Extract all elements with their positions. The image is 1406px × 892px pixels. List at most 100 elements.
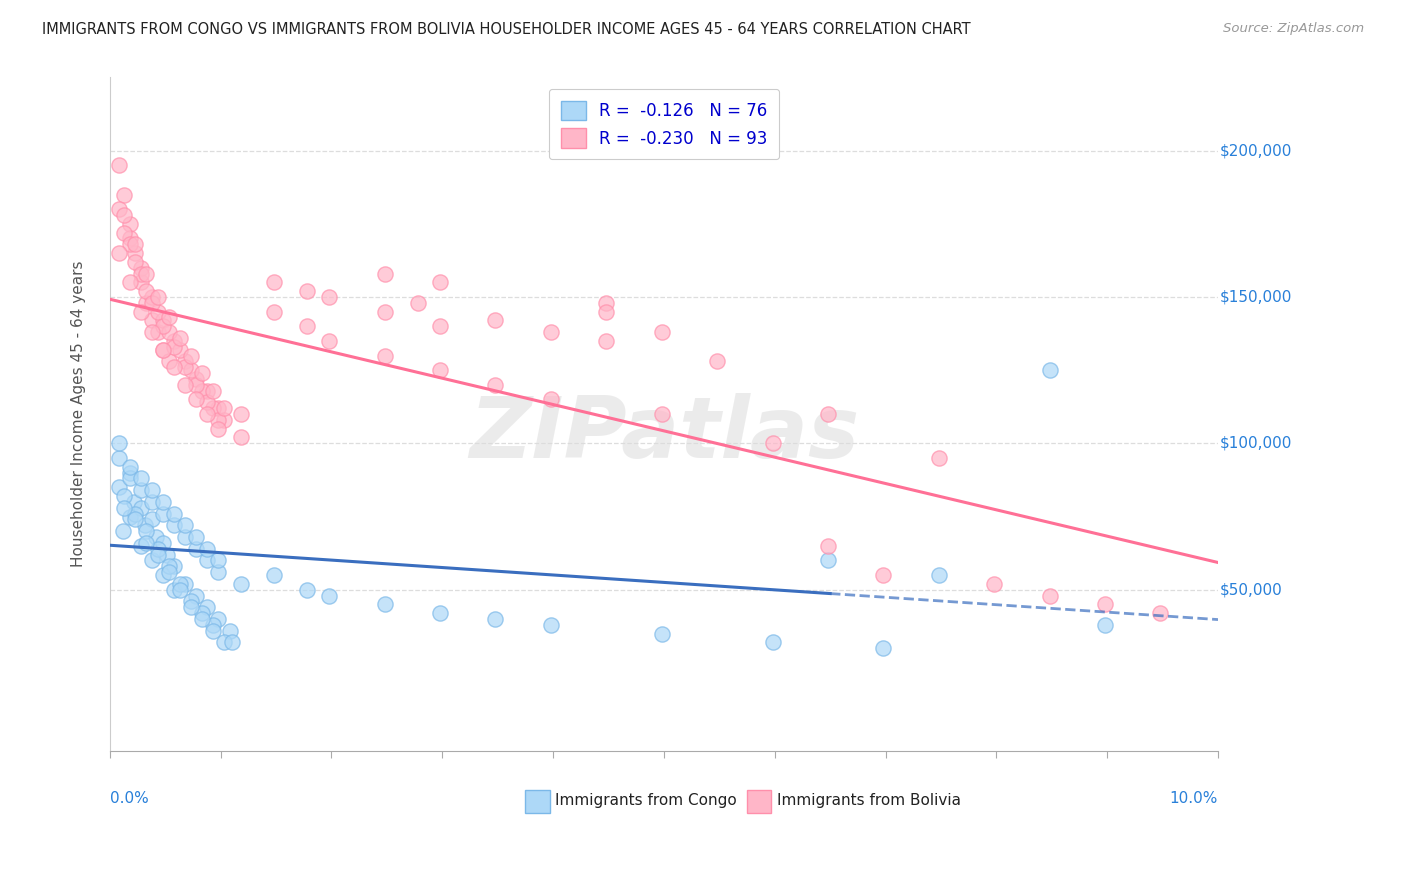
Point bbox=[295, 319, 318, 334]
Point bbox=[180, 600, 202, 615]
Point bbox=[201, 617, 224, 632]
Point bbox=[118, 231, 141, 245]
Point bbox=[295, 582, 318, 597]
Point bbox=[163, 582, 186, 597]
Point bbox=[118, 276, 141, 290]
Point bbox=[374, 304, 396, 318]
FancyBboxPatch shape bbox=[747, 790, 772, 814]
Point bbox=[129, 471, 152, 485]
Point bbox=[540, 392, 562, 407]
Text: $100,000: $100,000 bbox=[1220, 436, 1292, 450]
Point bbox=[540, 617, 562, 632]
Point bbox=[152, 319, 174, 334]
Point bbox=[118, 459, 141, 474]
Point bbox=[169, 331, 191, 345]
Point bbox=[706, 354, 728, 368]
Point bbox=[201, 624, 224, 638]
Point bbox=[107, 450, 129, 465]
Point bbox=[318, 334, 340, 348]
Point bbox=[186, 589, 208, 603]
Text: $50,000: $50,000 bbox=[1220, 582, 1284, 597]
Point bbox=[484, 313, 506, 327]
Point bbox=[174, 360, 197, 375]
Point bbox=[191, 606, 214, 620]
Point bbox=[152, 507, 174, 521]
Point bbox=[146, 290, 169, 304]
Point bbox=[180, 363, 202, 377]
Point bbox=[263, 276, 285, 290]
Point bbox=[129, 539, 152, 553]
Point bbox=[195, 541, 218, 556]
Point bbox=[229, 407, 252, 421]
Point bbox=[146, 304, 169, 318]
Point bbox=[146, 325, 169, 339]
Point bbox=[112, 187, 135, 202]
Point bbox=[169, 577, 191, 591]
Point bbox=[169, 343, 191, 357]
Point bbox=[195, 384, 218, 398]
FancyBboxPatch shape bbox=[526, 790, 550, 814]
Point bbox=[207, 413, 229, 427]
Point bbox=[191, 384, 214, 398]
Point bbox=[817, 407, 839, 421]
Point bbox=[129, 260, 152, 275]
Text: $150,000: $150,000 bbox=[1220, 290, 1292, 304]
Point bbox=[207, 422, 229, 436]
Point bbox=[761, 635, 783, 649]
Point bbox=[163, 340, 186, 354]
Point bbox=[129, 483, 152, 498]
Point bbox=[212, 401, 235, 416]
Point bbox=[761, 436, 783, 450]
Point bbox=[152, 495, 174, 509]
Text: Immigrants from Congo: Immigrants from Congo bbox=[555, 793, 737, 808]
Point bbox=[118, 509, 141, 524]
Point bbox=[163, 559, 186, 574]
Point bbox=[186, 377, 208, 392]
Point bbox=[186, 392, 208, 407]
Point bbox=[201, 401, 224, 416]
Point bbox=[163, 507, 186, 521]
Point bbox=[135, 524, 157, 538]
Point bbox=[174, 354, 197, 368]
Point bbox=[180, 349, 202, 363]
Point bbox=[129, 276, 152, 290]
Point bbox=[201, 384, 224, 398]
Point bbox=[1039, 589, 1062, 603]
Y-axis label: Householder Income Ages 45 - 64 years: Householder Income Ages 45 - 64 years bbox=[72, 260, 86, 567]
Text: 0.0%: 0.0% bbox=[110, 791, 149, 806]
Point bbox=[157, 565, 180, 579]
Point bbox=[135, 536, 157, 550]
Point bbox=[186, 541, 208, 556]
Point bbox=[218, 624, 240, 638]
Point bbox=[191, 612, 214, 626]
Point bbox=[118, 237, 141, 252]
Point bbox=[124, 507, 146, 521]
Point bbox=[195, 553, 218, 567]
Point bbox=[191, 366, 214, 380]
Point bbox=[195, 407, 218, 421]
Point bbox=[145, 530, 167, 544]
Point bbox=[112, 489, 135, 503]
Point bbox=[135, 284, 157, 298]
Point bbox=[141, 313, 163, 327]
Point bbox=[212, 413, 235, 427]
Text: 10.0%: 10.0% bbox=[1170, 791, 1218, 806]
Point bbox=[817, 553, 839, 567]
Point bbox=[651, 626, 673, 640]
Point bbox=[595, 334, 617, 348]
Point bbox=[207, 612, 229, 626]
Point bbox=[124, 246, 146, 260]
Point bbox=[152, 313, 174, 327]
Point bbox=[157, 354, 180, 368]
Point bbox=[107, 158, 129, 172]
Point bbox=[152, 536, 174, 550]
Point bbox=[107, 436, 129, 450]
Point bbox=[152, 568, 174, 582]
Point bbox=[1094, 597, 1116, 611]
Point bbox=[163, 518, 186, 533]
Point bbox=[595, 295, 617, 310]
Point bbox=[124, 237, 146, 252]
Point bbox=[112, 226, 135, 240]
Point bbox=[152, 343, 174, 357]
Point bbox=[406, 295, 429, 310]
